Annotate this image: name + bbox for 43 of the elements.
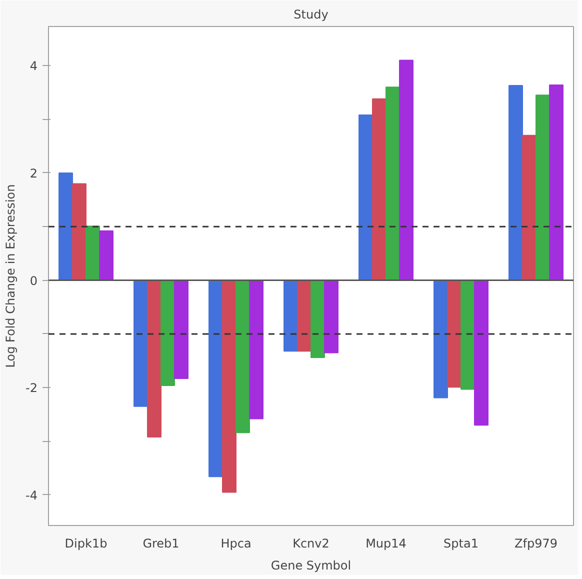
y-tick-label: 0: [30, 274, 38, 288]
bar: [174, 280, 188, 379]
bar: [460, 280, 475, 390]
bar: [310, 280, 325, 358]
bar: [447, 280, 462, 388]
bar: [58, 172, 73, 281]
bar: [99, 230, 114, 281]
y-tick-label: 2: [30, 166, 38, 180]
x-tick-label: Dipk1b: [64, 536, 108, 550]
y-tick-label: -2: [26, 381, 38, 396]
chart-title: Study: [294, 8, 328, 22]
bar: [372, 98, 386, 281]
bar: [72, 183, 86, 281]
bar: [249, 280, 264, 420]
bar: [358, 114, 373, 281]
bar: [236, 280, 250, 434]
bar: [86, 226, 100, 281]
bar: [536, 94, 550, 281]
bar: [522, 134, 536, 281]
bar: [297, 280, 312, 352]
bar: [284, 280, 298, 352]
bar: [474, 280, 488, 426]
y-tick-label: 4: [30, 59, 38, 74]
x-tick-label: Kcnv2: [292, 536, 330, 550]
bar: [386, 86, 400, 281]
x-tick-label: Spta1: [444, 536, 478, 550]
bar: [160, 280, 175, 386]
bar: [434, 280, 448, 398]
bar: [134, 280, 148, 407]
x-tick-label: Hpca: [220, 536, 252, 550]
x-tick-label: Zfp979: [514, 536, 558, 550]
bar: [208, 280, 223, 478]
x-tick-label: Greb1: [142, 536, 180, 550]
y-axis-title: Log Fold Change in Expression: [4, 184, 18, 368]
bar: [399, 60, 414, 281]
x-tick-label: Mup14: [366, 536, 406, 550]
bar: [549, 84, 564, 281]
y-tick-label: -4: [26, 488, 38, 502]
bar: [147, 280, 162, 438]
bar: [324, 280, 338, 354]
bar: [222, 280, 236, 493]
x-axis-title: Gene Symbol: [270, 558, 352, 572]
bar: [508, 85, 523, 281]
